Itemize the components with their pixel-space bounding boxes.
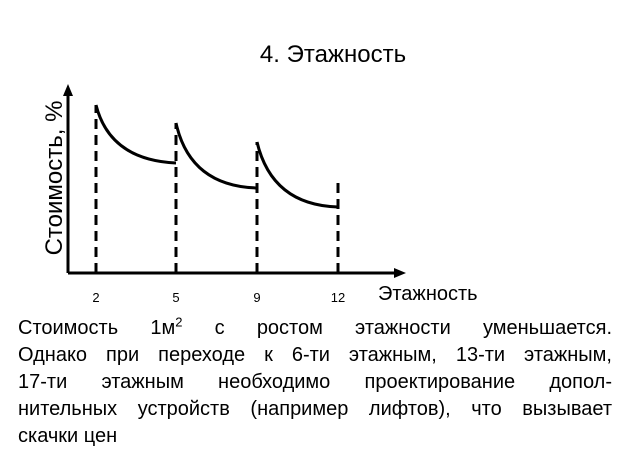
text-line: Стоимость 1м2 с ростом этажности уменьша…: [18, 315, 612, 342]
text-line: скачки цен: [18, 425, 118, 447]
text-line: нительных устройств (например лифтов), ч…: [18, 398, 612, 420]
x-label: 2: [92, 290, 99, 305]
y-axis-label: Стоимость, %: [41, 101, 68, 256]
curve: [255, 141, 339, 209]
title: 4. Этажность: [260, 41, 406, 68]
y-arrow: [63, 84, 73, 96]
x-label: 5: [172, 290, 179, 305]
curves: [94, 104, 339, 209]
x-label: 12: [331, 290, 345, 305]
curve: [174, 122, 258, 190]
x-axis-label: Этажность: [378, 283, 478, 305]
dashes: [94, 105, 340, 273]
description: Стоимость 1м2 с ростом этажности уменьша…: [18, 315, 612, 450]
x-label: 9: [253, 290, 260, 305]
text-line: 17-ти этажным необходимо проектирование …: [18, 371, 612, 393]
curve: [94, 104, 177, 165]
x-labels: 2 5 9 12: [92, 290, 345, 305]
text: Стоимость 1м: [18, 317, 176, 339]
text-line: Однако при переходе к 6-ти этажным, 13-т…: [18, 344, 612, 366]
schematic-chart: 4. Этажность Стоимость, % 2 5 9 12 Этажн…: [41, 41, 478, 305]
x-arrow: [394, 268, 406, 278]
superscript: 2: [175, 314, 183, 330]
text: с ростом этажности уменьшается.: [182, 317, 613, 339]
